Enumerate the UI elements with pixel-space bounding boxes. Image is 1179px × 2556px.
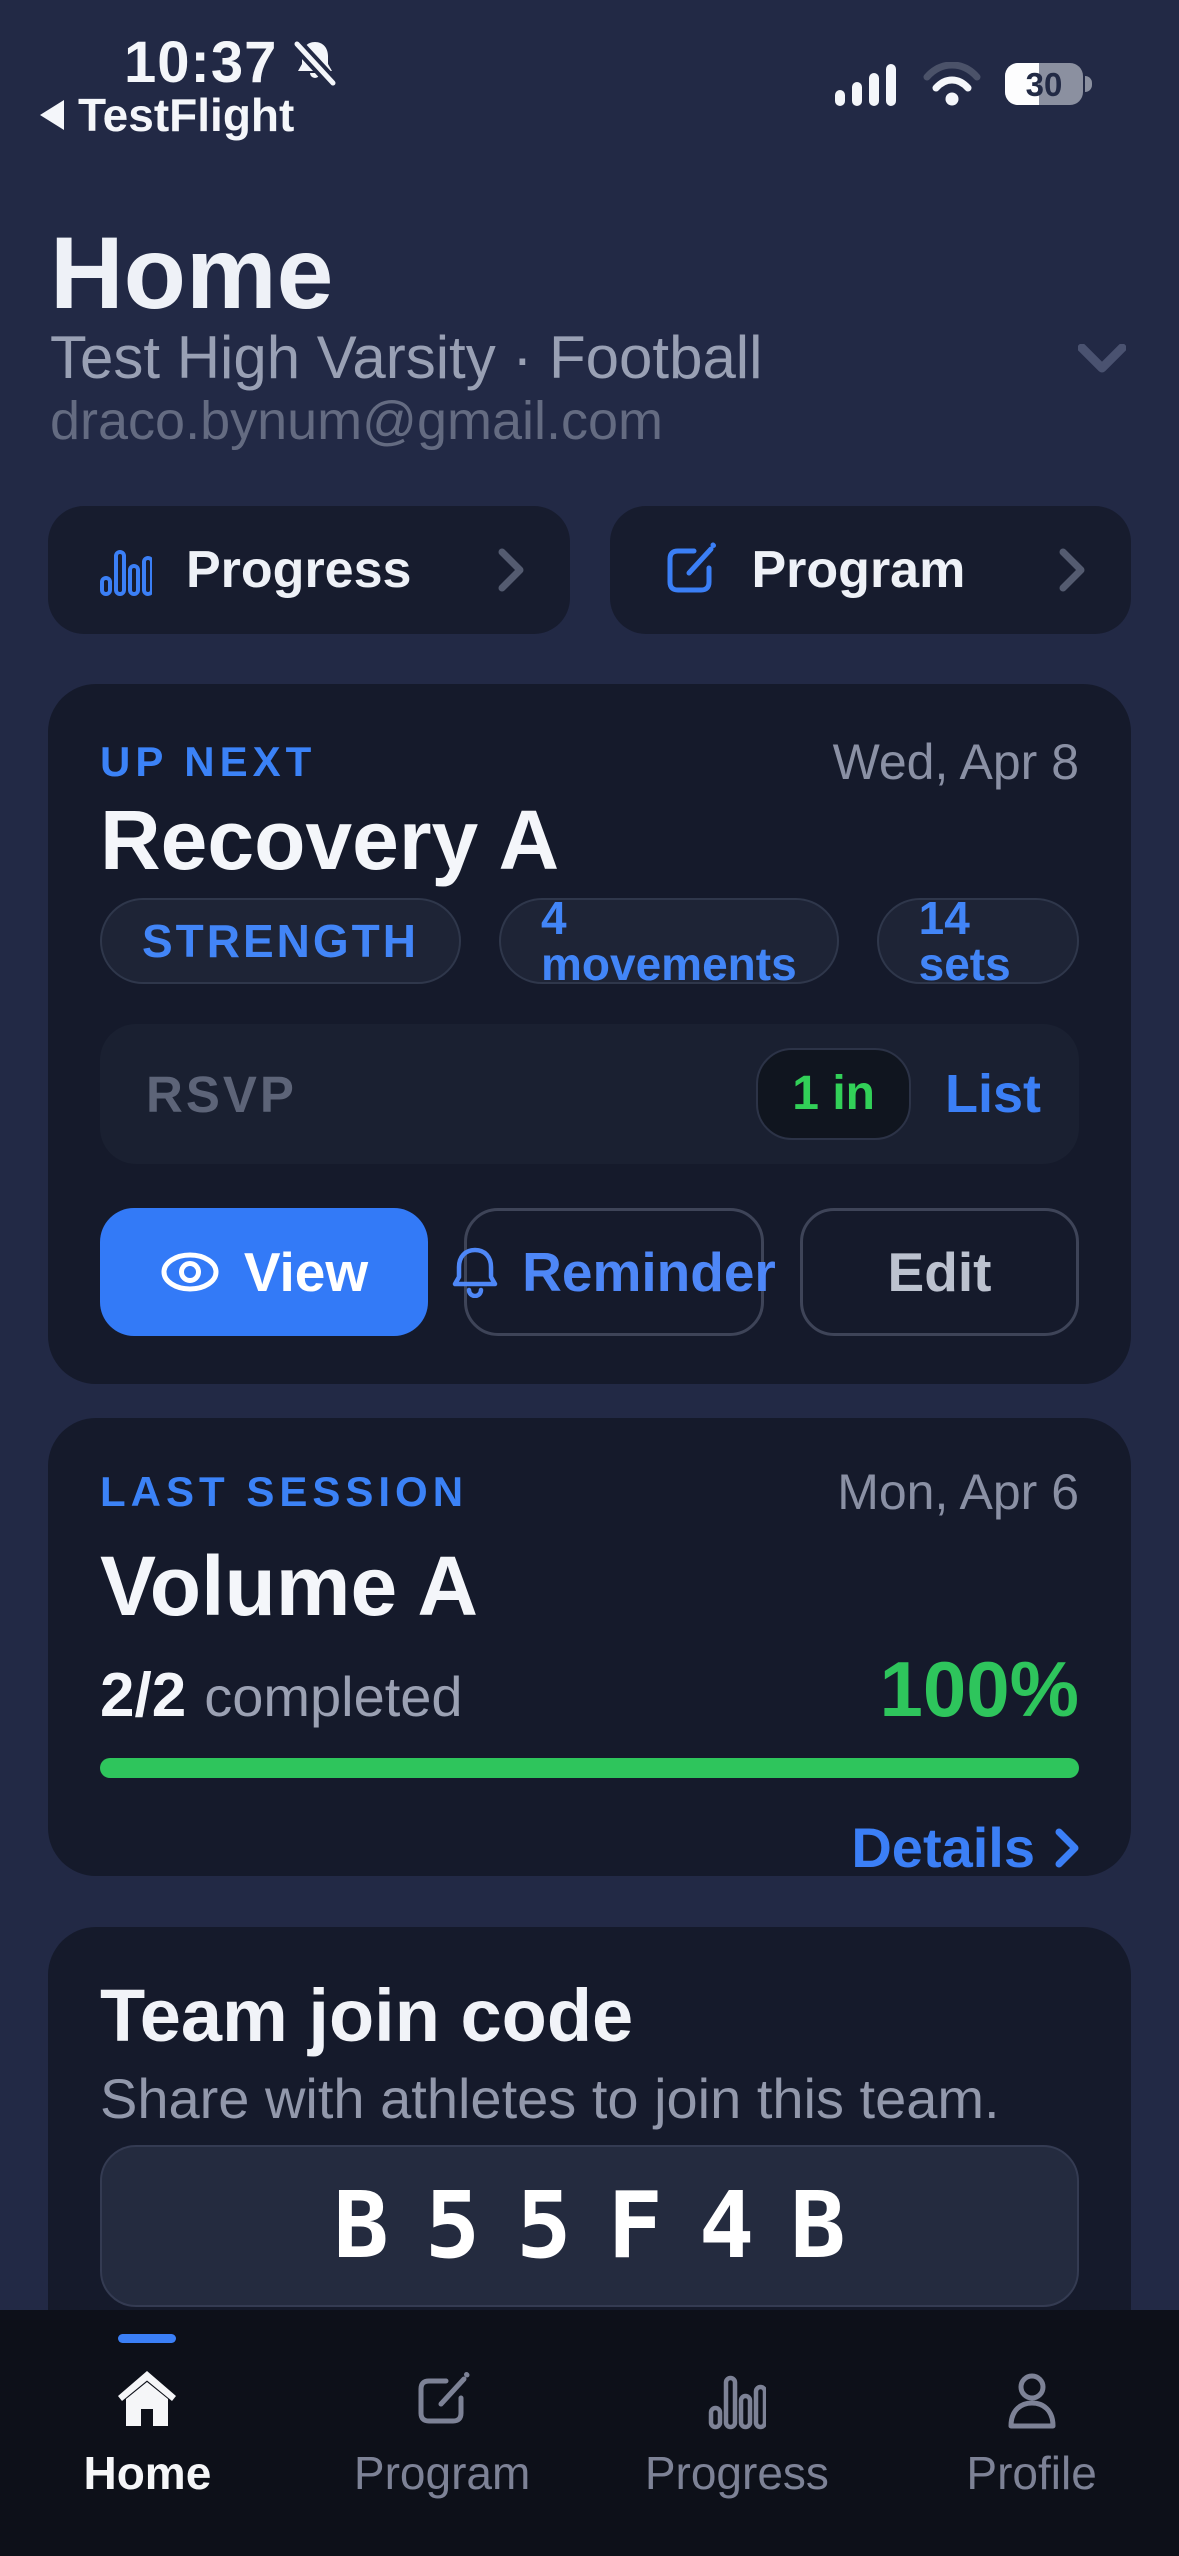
chip-sets: 14 sets (876, 895, 1079, 987)
team-join-subtitle: Share with athletes to join this team. (100, 2067, 1000, 2130)
bell-icon (452, 1246, 498, 1298)
battery-icon: 30 (1005, 63, 1092, 105)
details-link[interactable]: Details (100, 1820, 1079, 1876)
edit-button-label: Edit (887, 1240, 992, 1303)
rsvp-label: RSVP (146, 1065, 297, 1123)
tab-home[interactable]: Home (0, 2310, 295, 2556)
bar-chart-icon (708, 2364, 766, 2430)
tab-progress[interactable]: Progress (590, 2310, 885, 2556)
bar-chart-icon (100, 544, 152, 596)
up-next-card: UP NEXT Wed, Apr 8 Recovery A STRENGTH 4… (48, 684, 1131, 1384)
join-code-box[interactable]: B55F4B (100, 2145, 1079, 2307)
rsvp-list-link[interactable]: List (944, 1064, 1041, 1124)
eye-icon (160, 1251, 220, 1293)
tab-label: Home (83, 2447, 212, 2499)
wifi-icon (923, 62, 981, 106)
chevron-right-icon (498, 548, 524, 592)
bell-slash-icon (291, 39, 339, 87)
last-session-label: LAST SESSION (100, 1468, 469, 1515)
cellular-signal-icon (835, 62, 899, 106)
tab-label: Progress (644, 2447, 829, 2499)
last-session-card: LAST SESSION Mon, Apr 6 Volume A 2/2 com… (48, 1418, 1131, 1876)
back-to-app[interactable]: TestFlight (40, 92, 294, 138)
chevron-right-icon (1059, 548, 1085, 592)
up-next-date: Wed, Apr 8 (832, 734, 1079, 790)
status-time-group: 10:37 (124, 34, 339, 92)
battery-percent: 30 (1025, 65, 1063, 103)
page-title: Home (50, 216, 334, 330)
progress-bar (100, 1758, 1079, 1778)
team-join-title: Team join code (100, 1974, 634, 2057)
edit-button[interactable]: Edit (800, 1208, 1079, 1336)
team-join-card: Team join code Share with athletes to jo… (48, 1927, 1131, 2363)
rsvp-row: RSVP 1 in List (100, 1024, 1079, 1164)
tab-bar: Home Program Progress (0, 2310, 1179, 2556)
session-title: Recovery A (100, 793, 560, 887)
tab-label: Profile (966, 2447, 1097, 2499)
last-session-title: Volume A (100, 1539, 479, 1633)
reminder-button[interactable]: Reminder (452, 1208, 776, 1336)
tab-label: Program (353, 2447, 531, 2499)
completion-row: 2/2 completed 100% (100, 1650, 1079, 1728)
completed-count: 2/2 (100, 1661, 187, 1730)
team-switcher-chevron-down-icon[interactable] (1078, 344, 1126, 374)
completion-percent: 100% (879, 1645, 1080, 1733)
compose-icon (662, 542, 718, 598)
view-button-label: View (243, 1240, 369, 1303)
account-email: draco.bynum@gmail.com (50, 391, 664, 451)
chevron-right-icon (1055, 1828, 1079, 1868)
progress-quick-card[interactable]: Progress (48, 506, 570, 634)
home-icon (114, 2364, 180, 2430)
back-app-label: TestFlight (78, 89, 295, 141)
session-actions: View Reminder Edit (100, 1208, 1079, 1336)
rsvp-count-badge: 1 in (756, 1048, 911, 1140)
last-session-date: Mon, Apr 6 (837, 1464, 1079, 1520)
up-next-label: UP NEXT (100, 738, 317, 785)
tab-program[interactable]: Program (295, 2310, 590, 2556)
status-time: 10:37 (124, 30, 278, 95)
tab-profile[interactable]: Profile (884, 2310, 1179, 2556)
active-tab-indicator (118, 2334, 176, 2343)
program-quick-card[interactable]: Program (609, 506, 1131, 634)
chip-movements: 4 movements (499, 895, 839, 987)
quick-link-label: Program (751, 541, 966, 599)
session-chips: STRENGTH 4 movements 14 sets (100, 895, 1079, 987)
chip-type: STRENGTH (100, 898, 461, 984)
status-icons: 30 (835, 62, 1092, 106)
quick-link-label: Progress (186, 541, 412, 599)
reminder-button-label: Reminder (522, 1240, 776, 1303)
join-code-value: B55F4B (333, 2172, 882, 2279)
team-name: Test High Varsity · Football (50, 324, 763, 391)
view-button[interactable]: View (100, 1208, 428, 1336)
quick-links-row: Progress Program (48, 506, 1131, 634)
details-label: Details (851, 1816, 1035, 1879)
completed-text: completed (204, 1665, 463, 1728)
person-icon (1002, 2364, 1062, 2430)
compose-icon (412, 2364, 472, 2430)
back-triangle-icon (40, 100, 64, 130)
